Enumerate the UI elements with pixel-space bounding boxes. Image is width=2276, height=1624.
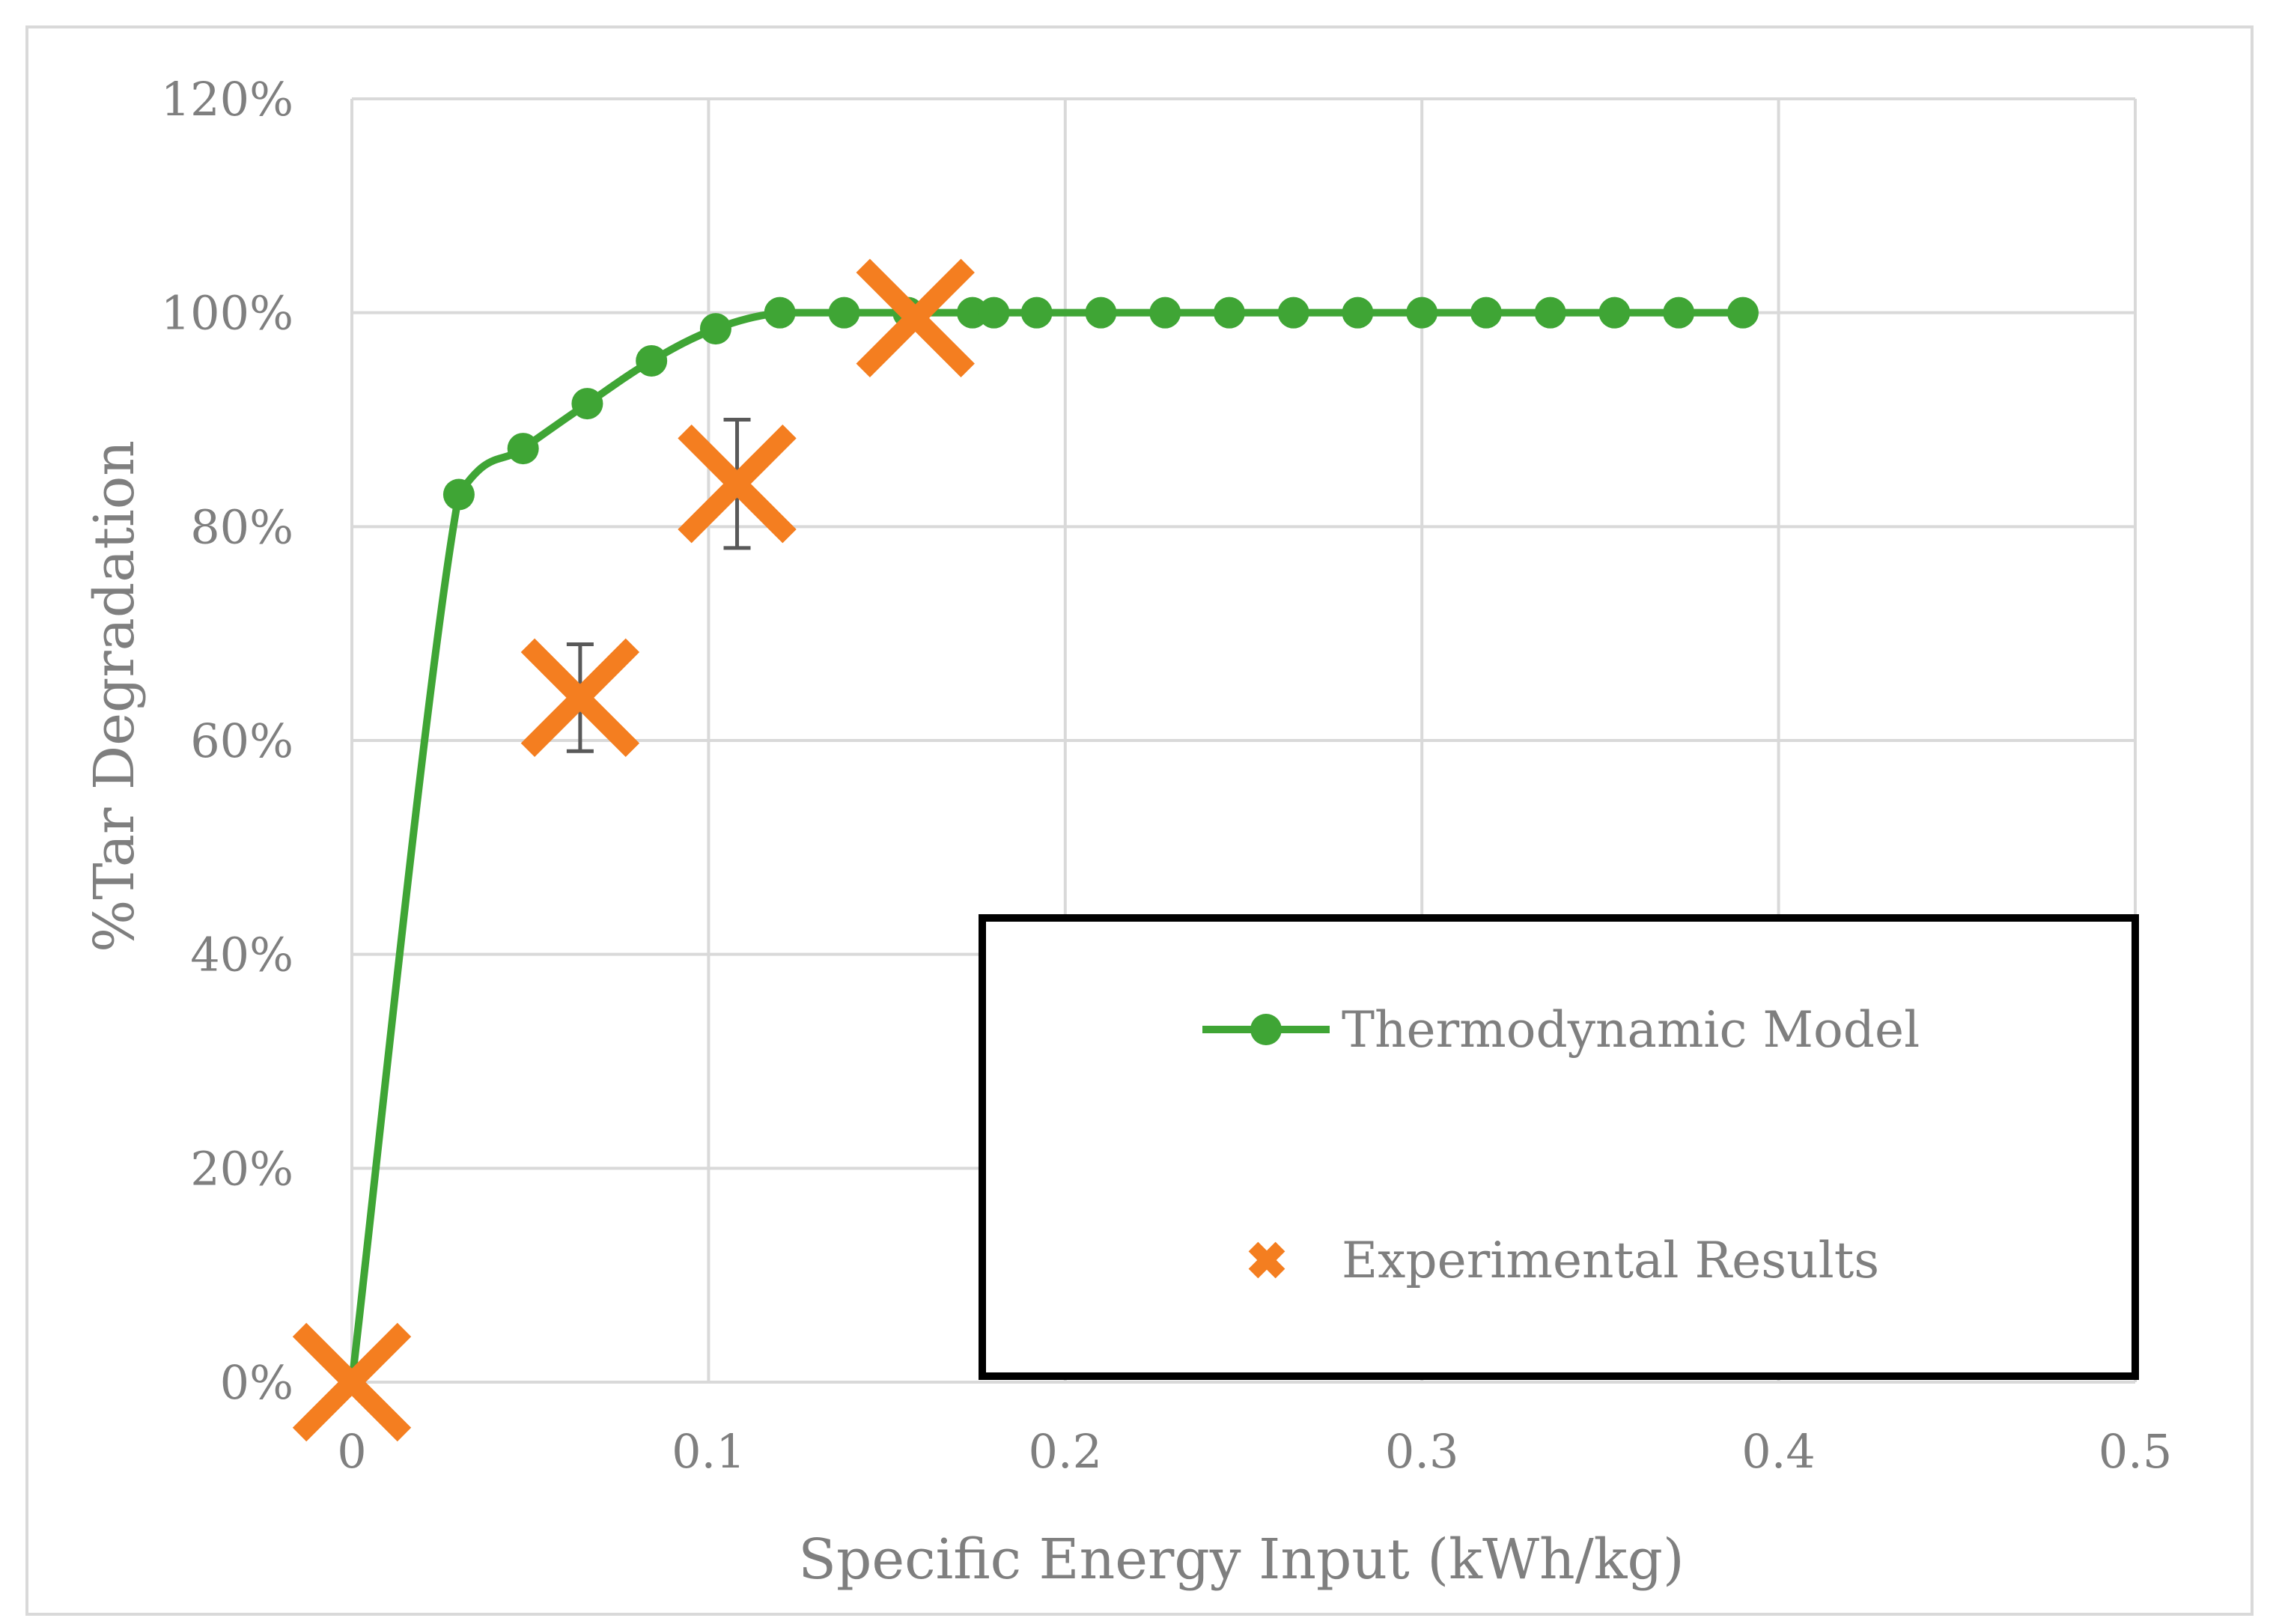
legend-x-marker bbox=[1248, 1241, 1285, 1279]
model-point bbox=[1663, 296, 1695, 329]
model-point bbox=[1213, 296, 1245, 329]
x-tick-label: 0.2 bbox=[1028, 1424, 1102, 1479]
experimental-point bbox=[856, 258, 975, 378]
model-point bbox=[1598, 296, 1631, 329]
y-tick-label: 120% bbox=[161, 72, 293, 127]
x-axis-ticks: 0 0.1 0.2 0.3 0.4 0.5 bbox=[337, 1424, 2172, 1479]
model-point bbox=[828, 296, 860, 329]
model-point bbox=[699, 313, 731, 345]
x-tick-label: 0.1 bbox=[672, 1424, 746, 1479]
legend-label-experimental-results: Experimental Results bbox=[1342, 1232, 1879, 1289]
legend: Thermodynamic Model Experimental Results bbox=[979, 914, 2139, 1380]
y-tick-label: 60% bbox=[190, 714, 293, 768]
model-point bbox=[1470, 296, 1502, 329]
y-tick-label: 80% bbox=[190, 499, 293, 554]
x-marker-stroke bbox=[292, 1322, 412, 1442]
model-point bbox=[442, 478, 475, 511]
model-point bbox=[1406, 296, 1438, 329]
x-marker-stroke bbox=[856, 258, 975, 378]
model-point bbox=[978, 296, 1010, 329]
model-point bbox=[1726, 296, 1759, 329]
experimental-point bbox=[292, 1322, 412, 1442]
y-tick-label: 0% bbox=[220, 1355, 293, 1410]
legend-entry-thermodynamic-model: Thermodynamic Model bbox=[1202, 1001, 1920, 1059]
experimental-point bbox=[678, 425, 797, 544]
legend-box bbox=[979, 914, 2139, 1380]
model-point bbox=[1534, 296, 1566, 329]
model-point bbox=[507, 433, 539, 465]
plot-series bbox=[292, 258, 1759, 1442]
y-tick-label: 20% bbox=[190, 1141, 293, 1196]
x-tick-label: 0.3 bbox=[1385, 1424, 1459, 1479]
model-point bbox=[1149, 296, 1181, 329]
y-axis-ticks: 0% 20% 40% 60% 80% 100% 120% bbox=[161, 72, 293, 1410]
x-axis-title: Specific Energy Input (kWh/kg) bbox=[798, 1527, 1684, 1592]
model-point bbox=[1277, 296, 1309, 329]
model-point bbox=[1085, 296, 1117, 329]
x-tick-label: 0 bbox=[337, 1424, 366, 1479]
model-point bbox=[571, 388, 603, 420]
y-axis-title: %Tar Degradation bbox=[82, 440, 147, 952]
y-tick-label: 100% bbox=[161, 286, 293, 341]
y-tick-label: 40% bbox=[190, 928, 293, 982]
model-point bbox=[1020, 296, 1053, 329]
model-point bbox=[636, 344, 668, 377]
legend-entry-experimental-results: Experimental Results bbox=[1248, 1232, 1879, 1289]
legend-label-thermodynamic-model: Thermodynamic Model bbox=[1342, 1001, 1920, 1059]
x-marker-stroke bbox=[678, 425, 797, 544]
model-point bbox=[764, 296, 796, 329]
legend-dot-marker bbox=[1250, 1014, 1282, 1045]
x-tick-label: 0.4 bbox=[1741, 1424, 1816, 1479]
x-marker-stroke bbox=[520, 638, 640, 758]
x-tick-label: 0.5 bbox=[2099, 1424, 2173, 1479]
experimental-point bbox=[520, 638, 640, 758]
model-point bbox=[1342, 296, 1374, 329]
